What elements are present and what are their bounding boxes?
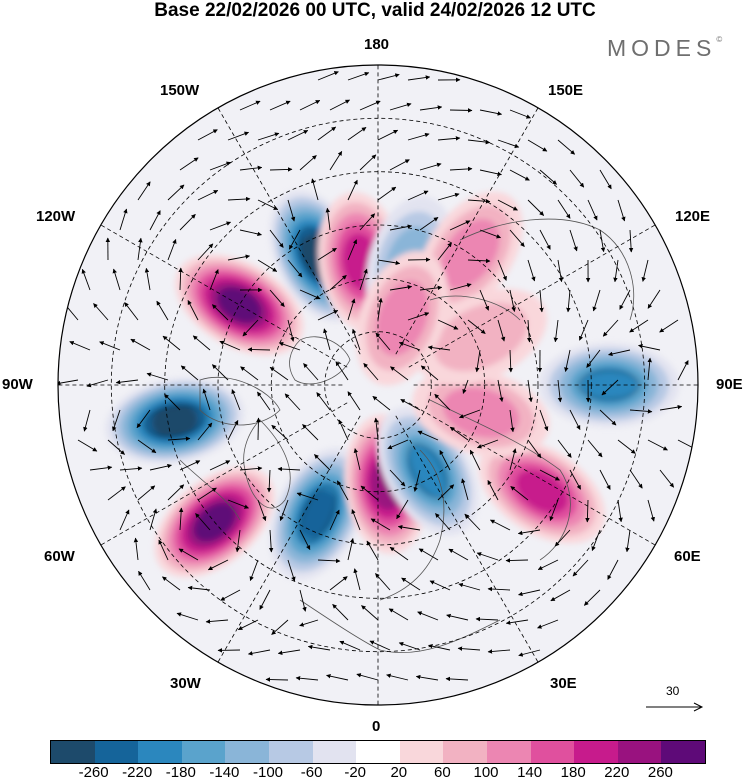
colorbar-swatch bbox=[182, 741, 226, 763]
colorbar-tick-label: -20 bbox=[344, 764, 366, 781]
lon-label-60w: 60W bbox=[44, 548, 75, 565]
colorbar-swatch bbox=[356, 741, 400, 763]
lon-label-150w: 150W bbox=[160, 82, 199, 99]
colorbar-tick-label: -60 bbox=[301, 764, 323, 781]
wind-vector bbox=[266, 679, 288, 680]
anomaly-blue-90e bbox=[539, 343, 679, 427]
colorbar-tick-label: -100 bbox=[253, 764, 283, 781]
colorbar-swatch bbox=[443, 741, 487, 763]
wind-vector bbox=[450, 110, 472, 111]
colorbar-swatch bbox=[51, 741, 95, 763]
wind-vector bbox=[248, 349, 270, 350]
colorbar-swatch bbox=[531, 741, 575, 763]
colorbar-tick-label: 140 bbox=[517, 764, 542, 781]
lon-label-30w: 30W bbox=[170, 675, 201, 692]
colorbar-swatch bbox=[269, 741, 313, 763]
lon-label-90e: 90E bbox=[716, 376, 743, 393]
colorbar-swatch bbox=[95, 741, 139, 763]
colorbar-swatch bbox=[618, 741, 662, 763]
reference-vector-arrow bbox=[644, 700, 706, 714]
lon-label-30e: 30E bbox=[550, 675, 577, 692]
colorbar-tick-label: 220 bbox=[604, 764, 629, 781]
lon-label-180: 180 bbox=[364, 36, 389, 53]
lon-label-60e: 60E bbox=[674, 548, 701, 565]
colorbar-tick-label: -180 bbox=[166, 764, 196, 781]
colorbar-tick-label: -220 bbox=[122, 764, 152, 781]
lon-label-0: 0 bbox=[372, 718, 380, 735]
colorbar-swatch bbox=[225, 741, 269, 763]
colorbar-swatch bbox=[661, 741, 705, 763]
colorbar-tick-label: -140 bbox=[209, 764, 239, 781]
wind-vector bbox=[506, 560, 528, 561]
colorbar-tick-label: 260 bbox=[648, 764, 673, 781]
lon-label-120e: 120E bbox=[675, 208, 710, 225]
colorbar-labels: -260 -220 -180 -140 -100 -60 -20 20 60 100 140 180 2… bbox=[0, 764, 750, 784]
colorbar-tick-label: 60 bbox=[434, 764, 451, 781]
colorbar-tick-label: -260 bbox=[79, 764, 109, 781]
colorbar-tick-label: 20 bbox=[390, 764, 407, 781]
colorbar-tick-label: 100 bbox=[473, 764, 498, 781]
lon-label-150e: 150E bbox=[548, 82, 583, 99]
reference-vector-label: 30 bbox=[666, 684, 679, 698]
colorbar-swatch bbox=[487, 741, 531, 763]
colorbar-swatch bbox=[313, 741, 357, 763]
colorbar-swatch bbox=[138, 741, 182, 763]
colorbar-swatch bbox=[400, 741, 444, 763]
colorbar-tick-label: 180 bbox=[561, 764, 586, 781]
lon-label-90w: 90W bbox=[2, 376, 33, 393]
colorbar-swatch bbox=[574, 741, 618, 763]
lon-label-120w: 120W bbox=[36, 208, 75, 225]
wind-vector bbox=[258, 418, 259, 440]
colorbar bbox=[50, 740, 706, 764]
